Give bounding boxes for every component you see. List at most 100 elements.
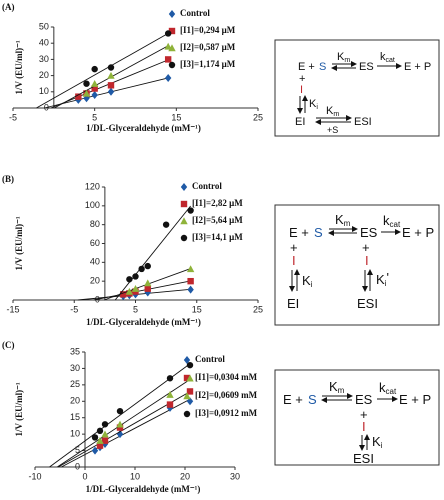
scheme-text: k <box>380 51 386 63</box>
data-point <box>186 374 194 382</box>
scheme-text: Ki <box>302 273 313 289</box>
legend-label: [I2]=0,0609 mM <box>195 390 258 400</box>
scheme-text: E + <box>289 225 309 240</box>
trend-line <box>56 379 191 468</box>
legend-marker <box>183 374 191 382</box>
legend-marker <box>180 183 188 191</box>
data-point <box>96 437 104 444</box>
y-tick-label: 25 <box>70 379 80 389</box>
data-point <box>166 375 174 382</box>
legend-label: Control <box>195 354 225 364</box>
data-point <box>91 65 98 73</box>
legend-marker <box>183 356 191 364</box>
x-tick-label: -10 <box>28 471 41 481</box>
panel-label: (C) <box>2 340 15 350</box>
data-point <box>162 221 170 228</box>
scheme-text: EI <box>287 296 299 311</box>
data-point <box>116 424 124 431</box>
scheme-text: K <box>372 434 381 449</box>
scheme-text: ESI <box>353 451 374 466</box>
data-point <box>132 273 139 280</box>
scheme-text: m <box>344 57 350 64</box>
x-axis-label: 1/DL-Glyceraldehyde (mM⁻¹) <box>86 484 201 494</box>
scheme-a: E + S Km ES kcat E + P + I Ki EI Km +S E… <box>295 51 431 135</box>
scheme-text: E + P <box>404 61 431 73</box>
legend-label: [I3]=1,174 μM <box>180 59 236 69</box>
y-tick-label: 35 <box>70 346 80 356</box>
y-tick-label: 20 <box>70 396 80 406</box>
scheme-text: I <box>292 253 296 268</box>
scheme-text: EI <box>295 116 305 128</box>
scheme-text: ES <box>359 61 374 73</box>
scheme-text: E + P <box>399 392 431 407</box>
scheme-text: Km <box>326 105 339 118</box>
data-point <box>101 430 109 438</box>
scheme-text: kcat <box>380 51 395 64</box>
scheme-b: E + S Km ES kcat E + P + I Ki EI + I Ki'… <box>287 212 434 311</box>
x-tick-label: -5 <box>70 304 78 314</box>
y-tick-label: 100 <box>85 200 100 210</box>
data-point <box>164 56 172 63</box>
legend-label: [I1]=0,294 μM <box>180 25 236 35</box>
scheme-text: Ki <box>309 98 318 111</box>
scheme-text: ES <box>360 225 378 240</box>
x-tick-label: 15 <box>171 112 181 122</box>
y-tick-label: 30 <box>39 54 49 64</box>
scheme-text: + <box>362 240 370 255</box>
data-point <box>166 401 174 408</box>
scheme-text: Ki <box>372 434 383 450</box>
scheme-text: Km <box>337 51 350 64</box>
data-point <box>144 279 152 287</box>
scheme-text: k <box>379 380 386 395</box>
y-axis-label: 1/V (EU/ml)⁻¹ <box>14 382 24 436</box>
trend-line <box>93 280 191 301</box>
scheme-text: S <box>314 225 323 240</box>
scheme-text: Ki' <box>376 270 389 288</box>
legend-marker <box>168 61 176 69</box>
data-point <box>101 437 109 444</box>
trend-line <box>49 363 191 468</box>
scheme-text: K <box>302 273 311 288</box>
x-axis-label: 1/DL-Glyceraldehyde (mM⁻¹) <box>86 317 201 327</box>
legend-label: Control <box>192 181 222 191</box>
trend-line <box>61 398 191 468</box>
data-point <box>101 421 109 428</box>
y-tick-label: 20 <box>90 276 100 286</box>
data-point <box>144 285 151 292</box>
scheme-text: K <box>309 98 317 110</box>
data-point <box>138 265 145 273</box>
data-point <box>126 276 133 283</box>
data-point <box>186 361 194 369</box>
data-point <box>90 80 99 87</box>
x-tick-label: 15 <box>192 304 202 314</box>
data-point <box>144 262 151 270</box>
legend-label: [I3]=14,1 μM <box>192 232 243 242</box>
x-tick-label: 30 <box>230 471 240 481</box>
data-point <box>120 291 127 298</box>
data-point <box>166 403 174 412</box>
x-tick-label: 0 <box>82 471 87 481</box>
y-axis-label: 1/V (EU/ml)⁻¹ <box>14 40 24 94</box>
scheme-text: S <box>308 392 317 407</box>
scheme-box <box>274 369 440 466</box>
legend-label: [I1]=0,0304 mM <box>195 372 258 382</box>
scheme-text: ' <box>386 270 388 285</box>
data-point <box>187 277 194 285</box>
data-point <box>107 64 115 71</box>
y-tick-label: 40 <box>90 257 100 267</box>
scheme-text: kcat <box>379 380 397 396</box>
scheme-text: +S <box>327 125 338 135</box>
scheme-text: m <box>344 219 351 228</box>
y-tick-label: 0 <box>75 461 80 471</box>
scheme-text: K <box>337 51 345 63</box>
scheme-text: m <box>333 111 339 118</box>
x-tick-label: 10 <box>130 471 140 481</box>
scheme-text: cat <box>386 57 395 64</box>
y-tick-label: 80 <box>90 219 100 229</box>
legend-label: [I3]=0,0912 mM <box>195 408 258 418</box>
legend-label: [I2]=0,587 μM <box>180 42 236 52</box>
data-point <box>144 288 151 297</box>
legend-marker <box>168 10 176 18</box>
scheme-text: K <box>376 272 385 287</box>
